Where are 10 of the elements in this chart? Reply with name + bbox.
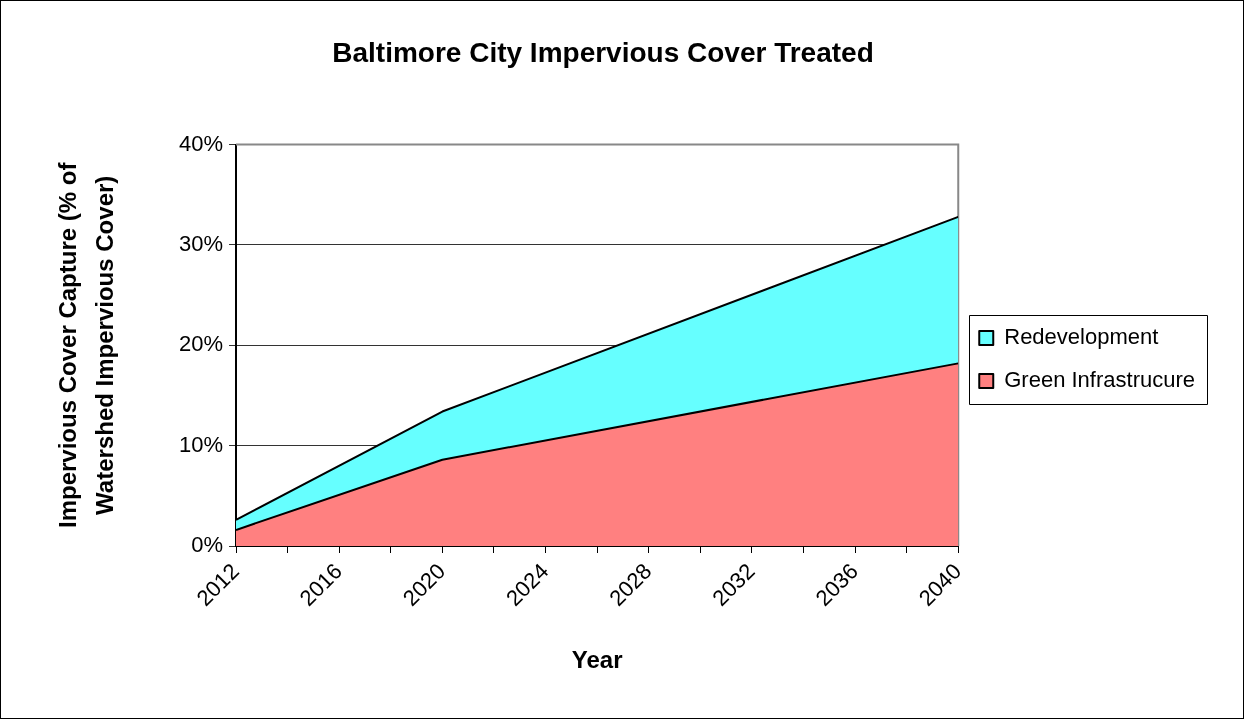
y-tick-label: 30%	[178, 231, 223, 257]
chart-title: Baltimore City Impervious Cover Treated	[332, 36, 874, 68]
x-axis-title: Year	[571, 646, 623, 674]
legend-label: Green Infrastrucure	[1004, 367, 1195, 393]
y-tick-label: 40%	[178, 130, 223, 156]
y-tick-label: 0%	[191, 532, 223, 558]
y-tick-label: 20%	[178, 331, 223, 357]
legend-label: Redevelopment	[1004, 324, 1159, 350]
y-axis-title: Impervious Cover Capture (% of Watershed Impervious Cover)	[54, 161, 119, 528]
y-tick-label: 10%	[178, 431, 223, 457]
